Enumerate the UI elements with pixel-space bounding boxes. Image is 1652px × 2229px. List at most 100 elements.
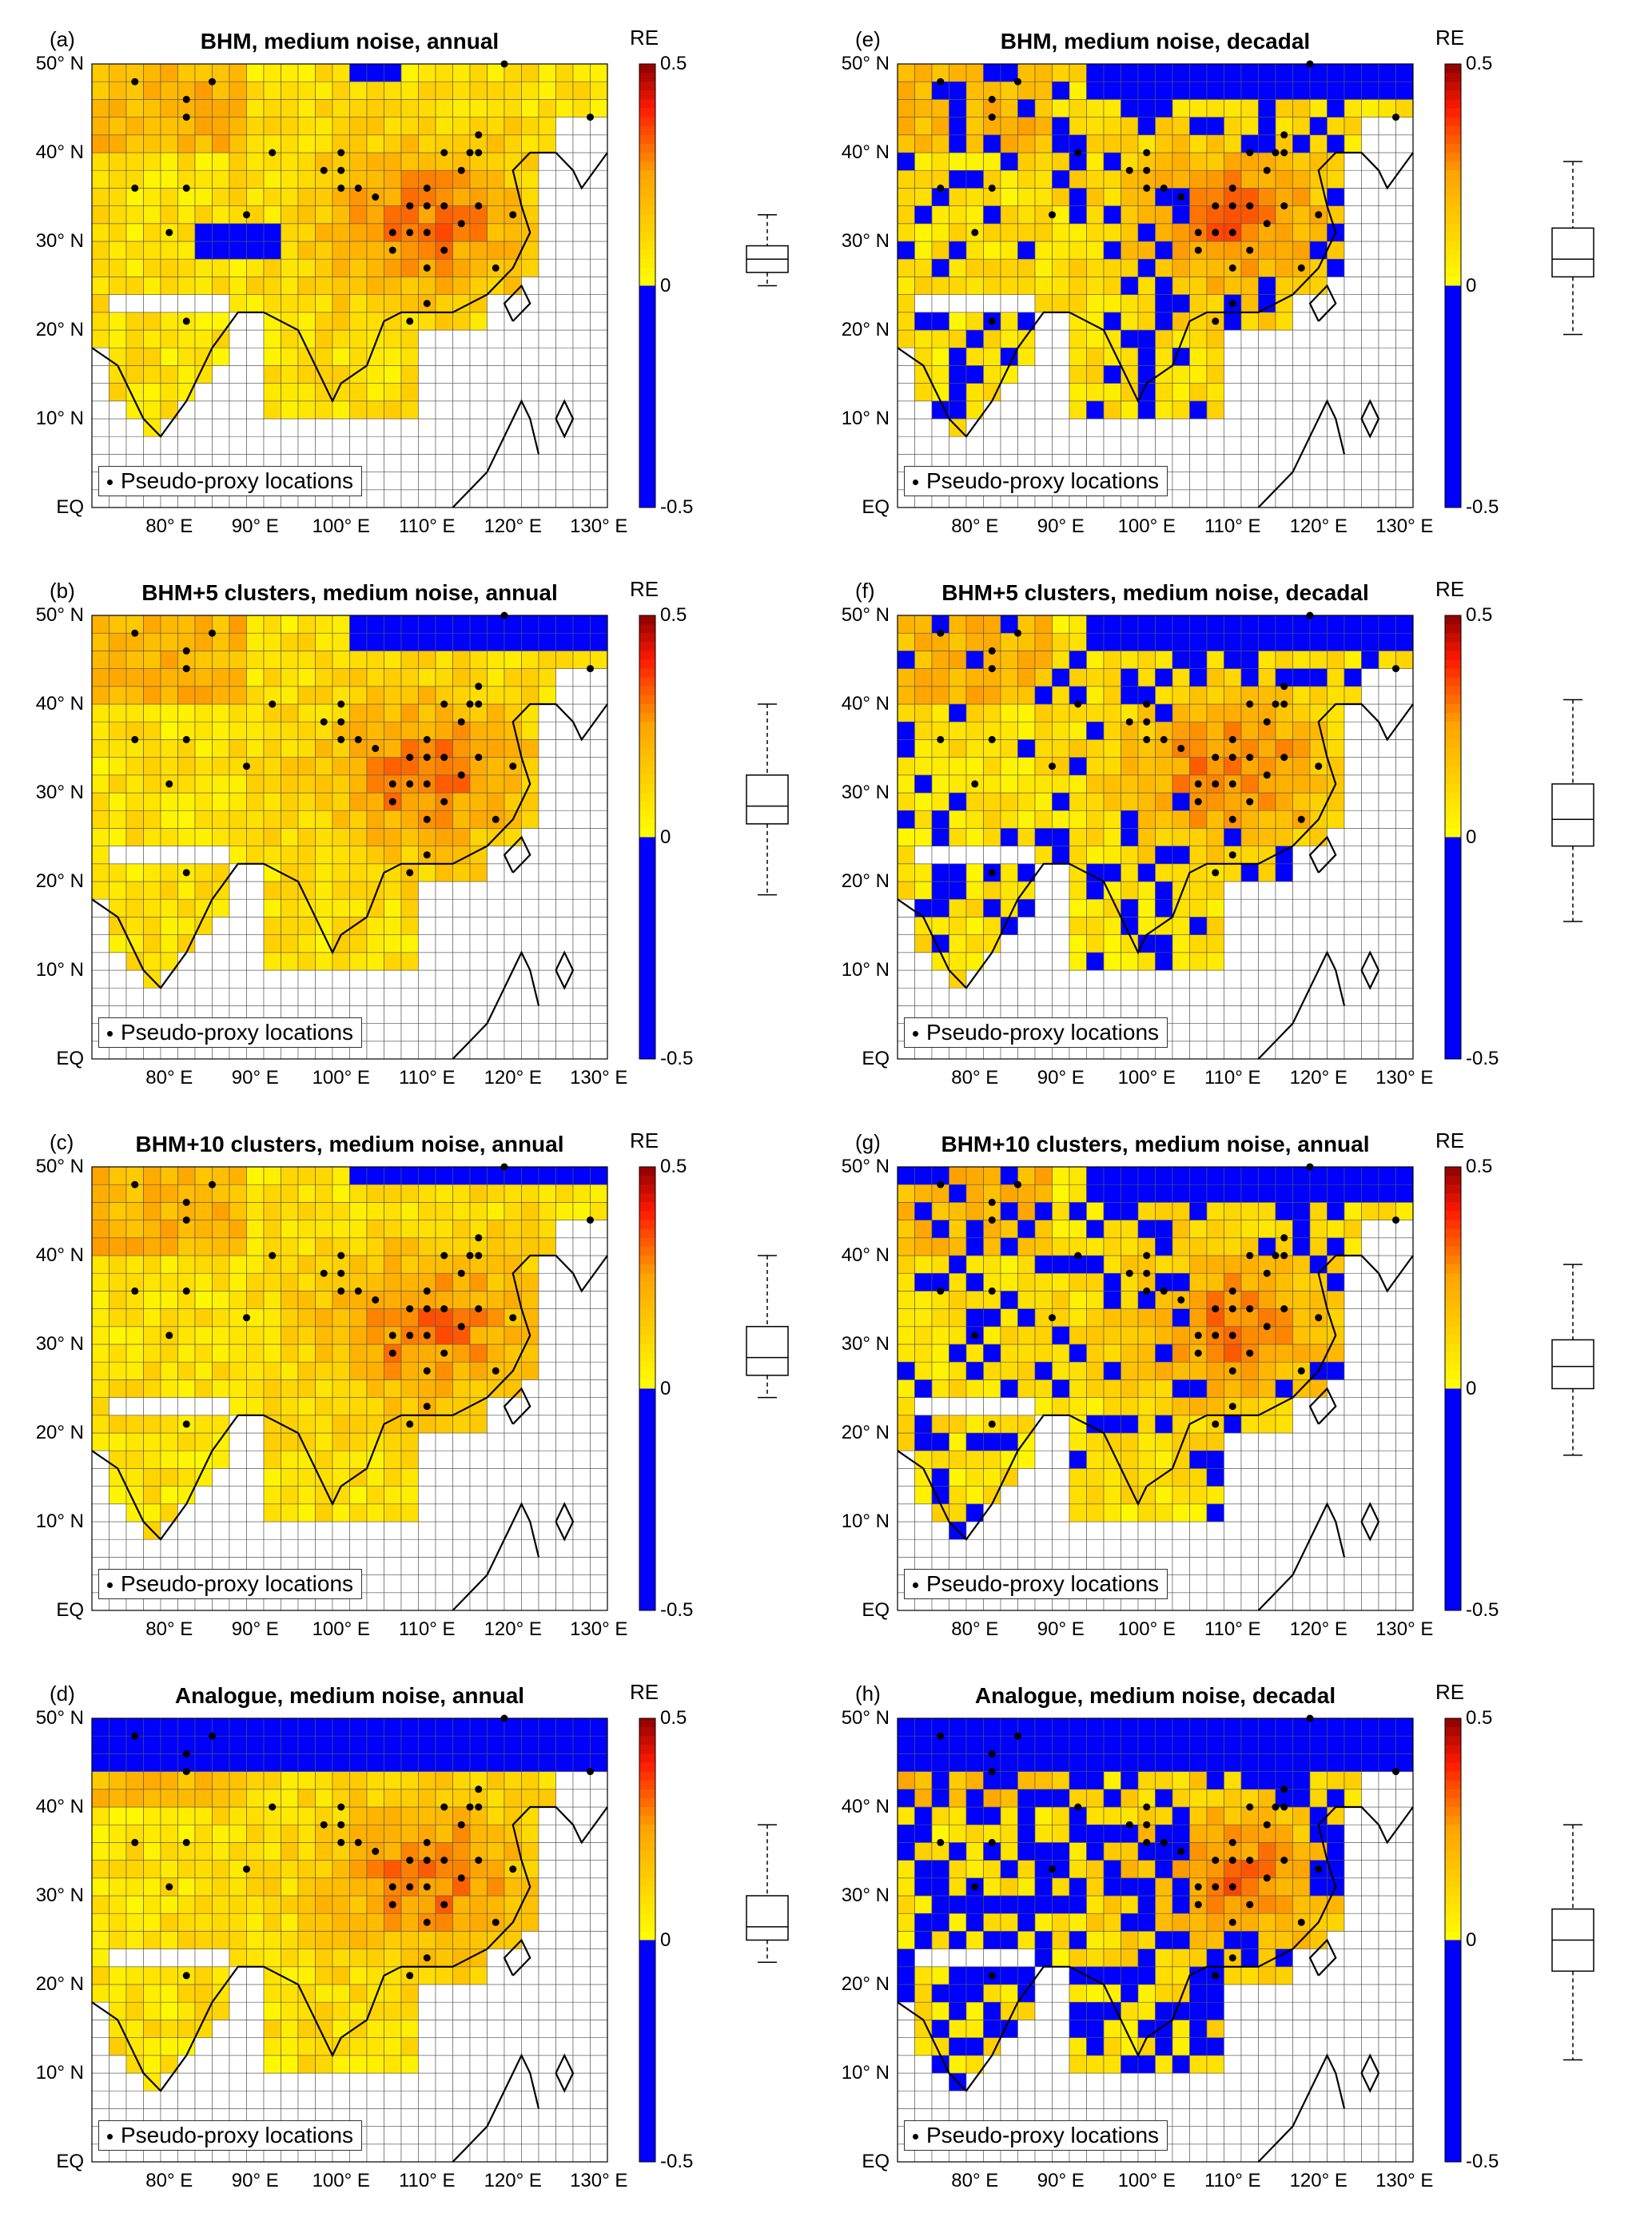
grid-cell xyxy=(1309,1592,1328,1611)
colorbar-segment xyxy=(1445,908,1461,917)
grid-cell xyxy=(1378,294,1396,313)
grid-cell xyxy=(1121,1503,1139,1522)
grid-cell xyxy=(435,1592,453,1611)
grid-cell xyxy=(366,934,384,953)
grid-cell xyxy=(1137,952,1156,971)
grid-cell xyxy=(1258,1557,1276,1575)
grid-cell xyxy=(1103,686,1121,705)
panel-label: (c) xyxy=(50,1130,74,1154)
grid-cell xyxy=(281,400,299,420)
proxy-location-dot xyxy=(423,754,431,762)
grid-cell xyxy=(349,1237,368,1256)
colorbar-segment xyxy=(639,908,655,917)
grid-cell xyxy=(125,1379,144,1398)
grid-cell xyxy=(521,1202,539,1220)
grid-cell xyxy=(418,651,436,669)
grid-cell xyxy=(1327,81,1345,100)
grid-cell xyxy=(949,1237,967,1256)
grid-cell xyxy=(1137,1326,1156,1345)
grid-cell xyxy=(229,686,247,705)
grid-cell xyxy=(1137,436,1156,455)
grid-cell xyxy=(91,1521,109,1540)
grid-cell xyxy=(246,1184,265,1203)
grid-cell xyxy=(1172,757,1190,776)
grid-cell xyxy=(194,169,213,189)
grid-cell xyxy=(521,1361,539,1380)
grid-cell xyxy=(590,1574,608,1594)
grid-cell xyxy=(1103,1538,1121,1558)
grid-cell xyxy=(1327,1023,1345,1042)
latitude-label: 20° N xyxy=(841,870,890,892)
proxy-location-dot xyxy=(1246,246,1254,254)
grid-cell xyxy=(1206,1450,1224,1469)
grid-cell xyxy=(1121,1202,1139,1220)
grid-cell xyxy=(143,1184,161,1203)
coastline xyxy=(452,1502,540,1611)
grid-cell xyxy=(109,686,127,705)
grid-cell xyxy=(1034,917,1053,935)
grid-cell xyxy=(1327,454,1345,472)
grid-cell xyxy=(384,615,402,634)
grid-cell xyxy=(1189,1291,1208,1309)
colorbar-segment xyxy=(639,82,655,91)
grid-cell xyxy=(281,846,299,865)
grid-cell xyxy=(1275,952,1293,971)
grid-cell xyxy=(521,1503,539,1522)
grid-cell xyxy=(229,721,247,740)
grid-cell xyxy=(1343,1592,1362,1611)
grid-cell xyxy=(1275,969,1293,989)
grid-cell xyxy=(1034,987,1053,1006)
grid-cell xyxy=(435,294,453,313)
grid-cell xyxy=(1378,454,1396,472)
grid-cell xyxy=(897,134,915,153)
grid-cell xyxy=(1069,241,1087,260)
grid-cell xyxy=(1206,347,1224,366)
grid-cell xyxy=(914,810,933,829)
grid-cell xyxy=(931,436,949,455)
grid-cell xyxy=(263,365,281,384)
colorbar-segment xyxy=(1445,713,1461,722)
grid-cell xyxy=(897,1237,915,1256)
grid-cell xyxy=(1172,846,1190,865)
grid-cell xyxy=(177,347,196,366)
grid-cell xyxy=(1172,1237,1190,1256)
grid-cell xyxy=(1361,846,1379,865)
grid-cell xyxy=(297,312,316,331)
colorbar-segment xyxy=(639,837,655,847)
grid-cell xyxy=(1309,117,1328,136)
grid-cell xyxy=(590,1005,608,1024)
grid-cell xyxy=(160,987,178,1006)
grid-cell xyxy=(1034,969,1053,989)
grid-cell xyxy=(983,418,1001,437)
grid-cell xyxy=(504,489,522,508)
grid-cell xyxy=(897,917,915,935)
grid-cell xyxy=(281,952,299,971)
grid-cell xyxy=(125,668,144,687)
colorbar-segment xyxy=(639,153,655,162)
grid-cell xyxy=(1137,205,1156,225)
grid-cell xyxy=(1292,863,1311,882)
grid-cell xyxy=(384,917,402,935)
grid-cell xyxy=(504,1326,522,1345)
grid-cell xyxy=(332,277,350,295)
grid-cell xyxy=(194,1255,213,1274)
grid-cell xyxy=(384,258,402,277)
grid-cell xyxy=(931,134,949,153)
grid-cell xyxy=(297,1521,316,1540)
grid-cell xyxy=(1395,632,1414,651)
grid-cell xyxy=(1000,258,1018,277)
map-frame xyxy=(897,615,1414,1060)
grid-cell xyxy=(931,1361,949,1380)
grid-cell xyxy=(1206,258,1224,277)
grid-cell xyxy=(212,152,230,171)
grid-cell xyxy=(366,615,384,634)
grid-cell xyxy=(538,1220,556,1239)
grid-cell xyxy=(332,418,350,437)
grid-cell xyxy=(1378,258,1396,277)
grid-cell xyxy=(965,632,984,651)
grid-cell xyxy=(315,774,333,794)
grid-cell xyxy=(349,1184,368,1203)
grid-cell xyxy=(931,347,949,366)
grid-cell xyxy=(143,400,161,420)
grid-cell xyxy=(1189,454,1208,472)
